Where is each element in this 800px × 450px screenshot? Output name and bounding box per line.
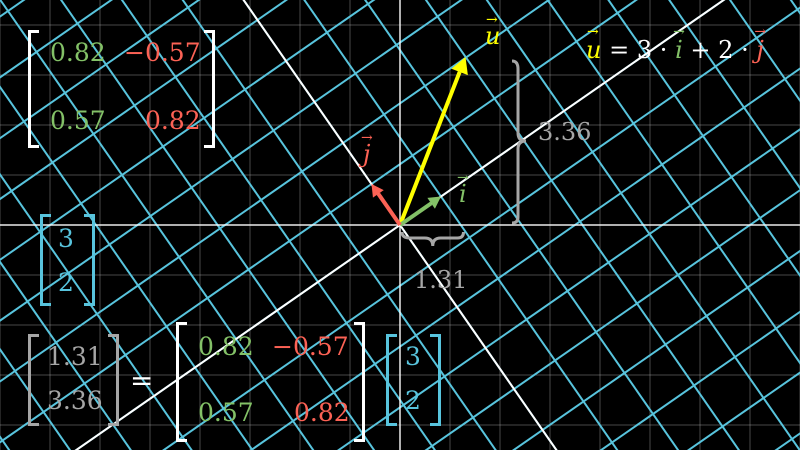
vector-j-hat-head xyxy=(371,184,384,198)
bottom-matrix-right-bracket xyxy=(354,322,365,442)
equation-dot-2: · xyxy=(741,36,749,64)
matrix-top-a22: 0.82 xyxy=(145,106,201,135)
result-vector-r1: 1.31 xyxy=(47,342,103,371)
vector-i-hat-head xyxy=(427,196,441,209)
bottom-vector-v2: 2 xyxy=(405,386,421,415)
bottom-vector-right-bracket xyxy=(430,334,441,426)
result-vector-right-bracket xyxy=(108,334,119,426)
vector-j-hat-shaft xyxy=(376,192,402,227)
label-j: → j xyxy=(361,130,373,168)
bottom-matrix-a11: 0.82 xyxy=(198,332,254,361)
equation-coef-i: 3 xyxy=(636,36,653,64)
vectors xyxy=(371,57,468,227)
matrix-top-a21: 0.57 xyxy=(50,106,106,135)
equation-i: → i xyxy=(673,24,685,64)
result-vector-r2: 3.36 xyxy=(47,386,103,415)
matrix-top-left-bracket xyxy=(28,30,39,148)
input-vector-right-bracket xyxy=(84,214,95,306)
matrix-top-right-bracket xyxy=(204,30,215,148)
i-arrow-accent: → xyxy=(673,24,685,40)
bottom-matrix-left-bracket xyxy=(176,322,187,442)
measure-x-label: 1.31 xyxy=(414,266,468,294)
equation-j: → j xyxy=(754,24,767,64)
label-j-arrow-accent: → xyxy=(361,130,373,146)
measure-y-label: 3.36 xyxy=(538,118,592,146)
equation-u: → u xyxy=(586,24,602,64)
label-u-arrow-accent: → xyxy=(486,12,498,28)
label-u: → u xyxy=(485,12,501,50)
vector-u-shaft xyxy=(398,71,462,226)
horizontal-measure-brace xyxy=(400,231,465,247)
u-arrow-accent: → xyxy=(587,24,599,40)
bottom-matrix-a12: −0.57 xyxy=(272,332,349,361)
transformed-grid-line xyxy=(0,0,679,16)
transformed-grid-line xyxy=(122,434,800,450)
bottom-matrix-a22: 0.82 xyxy=(294,398,350,427)
vector-u-head xyxy=(451,57,468,76)
input-vector-v2: 2 xyxy=(58,268,74,297)
vector-i-hat-shaft xyxy=(398,201,433,227)
result-vector-left-bracket xyxy=(28,334,39,426)
vertical-measure-brace xyxy=(511,59,527,225)
measure-braces xyxy=(400,59,527,247)
input-vector-left-bracket xyxy=(40,214,51,306)
label-i-arrow-accent: → xyxy=(457,170,469,186)
bottom-vector-v1: 3 xyxy=(405,342,421,371)
equation-equals: = xyxy=(609,36,630,64)
matrix-top-a12: −0.57 xyxy=(124,38,201,67)
equation-plus: + xyxy=(690,36,711,64)
equation-dot-1: · xyxy=(659,36,668,64)
matrix-top-a11: 0.82 xyxy=(50,38,106,67)
input-vector-v1: 3 xyxy=(58,224,74,253)
j-arrow-accent: → xyxy=(754,24,767,40)
transformed-grid-line xyxy=(8,270,800,450)
bottom-matrix-a21: 0.57 xyxy=(198,398,254,427)
label-i: → i xyxy=(457,170,469,208)
bottom-equals: = xyxy=(130,364,154,397)
equation-coef-j: 2 xyxy=(718,36,734,64)
bottom-vector-left-bracket xyxy=(386,334,397,426)
linear-combination-equation: → u = 3 · → i + 2 · → j xyxy=(586,24,767,64)
